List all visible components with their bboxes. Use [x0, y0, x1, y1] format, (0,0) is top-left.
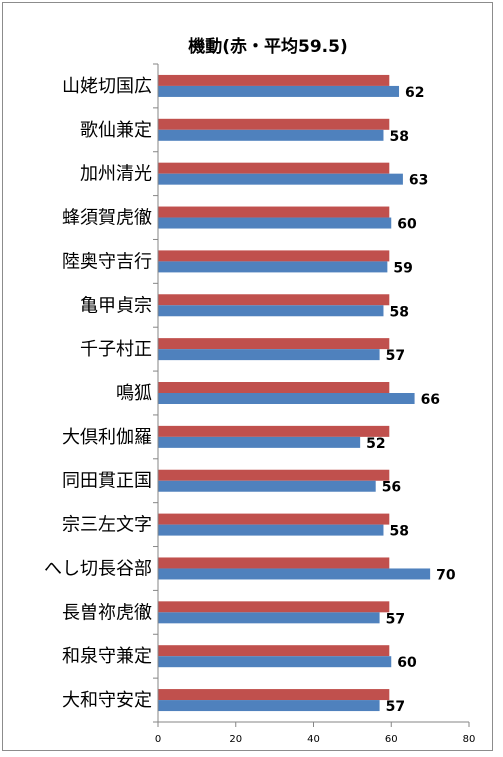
- category-label: 同田貫正国: [62, 471, 152, 492]
- average-bar: [158, 206, 390, 218]
- value-bar: [158, 349, 380, 361]
- x-tick-label: 80: [463, 734, 476, 745]
- value-bar: [158, 436, 361, 448]
- average-bar: [158, 338, 390, 350]
- value-bar: [158, 305, 384, 317]
- category-label: 大倶利伽羅: [62, 427, 152, 448]
- value-bar: [158, 656, 392, 668]
- data-label: 58: [389, 304, 408, 320]
- average-bar: [158, 601, 390, 613]
- value-bar: [158, 524, 384, 536]
- category-label: 陸奥守吉行: [62, 251, 152, 272]
- data-label: 59: [393, 260, 412, 276]
- data-label: 57: [386, 348, 405, 364]
- data-label: 56: [382, 480, 401, 496]
- chart-title: 機動(赤・平均59.5): [188, 36, 347, 57]
- x-tick-label: 20: [229, 734, 242, 745]
- data-label: 62: [405, 85, 424, 101]
- value-bar: [158, 393, 415, 404]
- category-label: 和泉守兼定: [62, 646, 152, 667]
- average-bar: [158, 74, 390, 86]
- average-bar: [158, 513, 390, 525]
- average-bar: [158, 557, 390, 569]
- value-bar: [158, 217, 392, 229]
- average-bar: [158, 162, 390, 174]
- data-label: 58: [389, 129, 408, 145]
- category-label: 歌仙兼定: [80, 120, 152, 141]
- value-bar: [158, 261, 388, 273]
- value-bar: [158, 480, 376, 492]
- category-label: へし切長谷部: [44, 558, 152, 579]
- average-bar: [158, 294, 390, 306]
- category-label: 山姥切国広: [62, 76, 152, 97]
- x-tick-label: 40: [307, 734, 320, 745]
- plot-area: 山姥切国広 62 歌仙兼定 58 加州清光 63 蜂須賀虎徹 60 陸奥守吉行 59 亀甲貞宗 58 千…: [44, 63, 476, 745]
- average-bar: [158, 689, 390, 701]
- data-label: 57: [386, 699, 405, 715]
- value-bar: [158, 85, 400, 97]
- average-bar: [158, 118, 390, 130]
- category-label: 長曽祢虎徹: [62, 602, 152, 623]
- value-bar: [158, 700, 380, 712]
- data-label: 63: [409, 173, 428, 189]
- category-label: 亀甲貞宗: [80, 295, 152, 316]
- value-bar: [158, 129, 384, 141]
- category-label: 加州清光: [80, 164, 152, 185]
- value-bar: [158, 173, 403, 185]
- average-bar: [158, 250, 390, 262]
- average-bar: [158, 382, 390, 393]
- average-bar: [158, 645, 390, 657]
- data-label: 60: [397, 217, 417, 233]
- category-label: 蜂須賀虎徹: [62, 208, 152, 229]
- category-label: 千子村正: [80, 339, 152, 360]
- value-bar: [158, 612, 380, 624]
- category-label: 宗三左文字: [62, 515, 152, 536]
- value-bar: [158, 568, 431, 580]
- data-label: 70: [436, 567, 456, 583]
- category-label: 大和守安定: [62, 690, 152, 711]
- x-tick-label: 60: [385, 734, 398, 745]
- average-bar: [158, 425, 390, 437]
- data-label: 52: [366, 436, 385, 452]
- data-label: 60: [397, 655, 417, 671]
- average-bar: [158, 469, 390, 481]
- data-label: 66: [421, 392, 440, 408]
- category-label: 鳴狐: [116, 383, 152, 404]
- data-label: 58: [389, 524, 408, 540]
- data-label: 57: [386, 611, 405, 627]
- x-tick-label: 0: [155, 734, 161, 745]
